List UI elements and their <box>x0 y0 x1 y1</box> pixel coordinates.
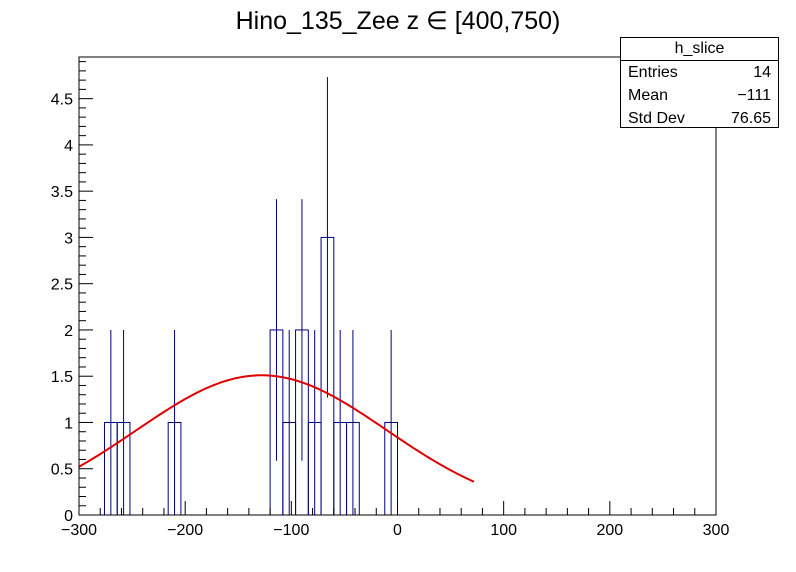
x-tick-label: 300 <box>703 522 730 539</box>
x-tick-label: −300 <box>61 522 97 539</box>
y-tick-label: 2.5 <box>51 277 73 294</box>
y-axis: 0 0.5 1 1.5 2 2.5 3 3.5 4 4.5 <box>51 61 93 525</box>
stats-row-entries: Entries 14 <box>621 61 778 84</box>
y-tick-label: 2 <box>64 323 73 340</box>
stats-label: Entries <box>628 64 678 81</box>
x-tick-label: −200 <box>167 522 203 539</box>
stats-row-stddev: Std Dev 76.65 <box>621 107 778 130</box>
error-bars <box>110 77 392 515</box>
x-tick-label: 100 <box>490 522 517 539</box>
stats-label: Std Dev <box>628 110 685 127</box>
y-tick-label: 0.5 <box>51 462 73 479</box>
y-tick-label: 0 <box>64 508 73 525</box>
chart-title: Hino_135_Zee z ∈ [400,750) <box>235 7 561 35</box>
stats-box: h_slice Entries 14 Mean −111 Std Dev 76.… <box>620 37 779 128</box>
stats-value: 76.65 <box>730 110 771 127</box>
x-axis: −300 −200 −100 0 100 200 300 <box>61 501 729 539</box>
y-tick-label: 3 <box>64 230 73 247</box>
stats-label: Mean <box>628 87 669 104</box>
stats-box-title: h_slice <box>621 38 778 61</box>
y-tick-label: 1 <box>64 415 73 432</box>
y-tick-label: 4 <box>64 138 73 155</box>
stats-row-mean: Mean −111 <box>621 84 778 107</box>
y-tick-label: 3.5 <box>51 184 73 201</box>
gaussian-fit-curve <box>78 374 475 483</box>
y-tick-label: 1.5 <box>51 369 73 386</box>
x-tick-label: −100 <box>273 522 309 539</box>
x-tick-label: 200 <box>596 522 623 539</box>
stats-value: 14 <box>753 64 771 81</box>
stats-value: −111 <box>737 87 771 104</box>
y-tick-label: 4.5 <box>51 92 73 109</box>
x-tick-label: 0 <box>393 522 402 539</box>
